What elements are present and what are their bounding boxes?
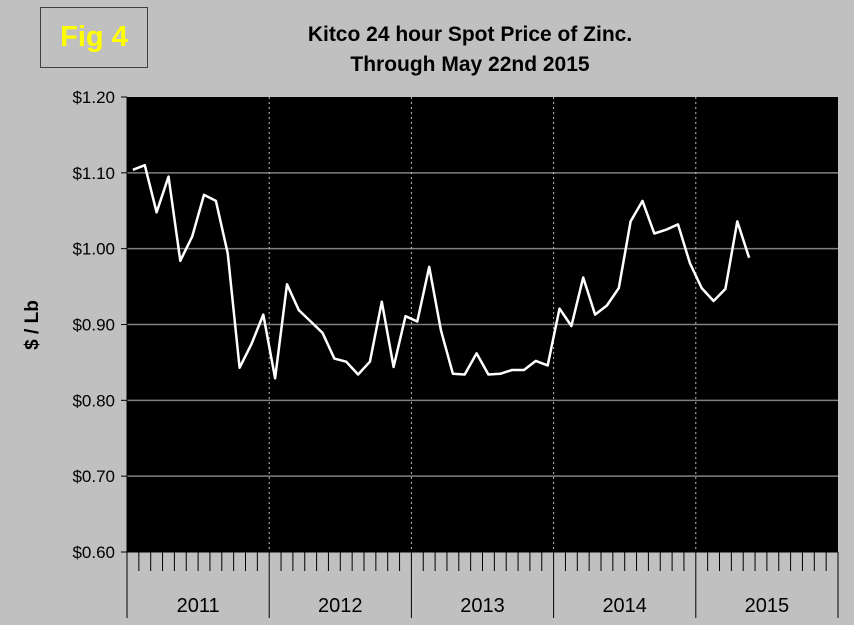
y-tick-label: $0.90 — [72, 316, 115, 335]
y-tick-label: $1.20 — [72, 88, 115, 107]
chart-title-line2: Through May 22nd 2015 — [350, 53, 590, 76]
y-tick-label: $0.80 — [72, 391, 115, 410]
chart-title-line1: Kitco 24 hour Spot Price of Zinc. — [307, 23, 633, 46]
y-tick-label: $1.00 — [72, 240, 115, 259]
chart-title: Kitco 24 hour Spot Price of Zinc. Throug… — [200, 20, 740, 80]
y-axis-label: $ / Lb — [22, 300, 43, 350]
y-tick-label: $1.10 — [72, 164, 115, 183]
x-group-label: 2011 — [177, 595, 220, 617]
y-tick-label: $0.60 — [72, 543, 115, 562]
price-line — [132, 163, 751, 380]
figure-label: Fig 4 — [40, 7, 148, 68]
x-group-label: 2012 — [318, 595, 363, 617]
x-group-label: 2015 — [745, 595, 790, 617]
x-group-label: 2013 — [460, 595, 505, 617]
x-group-label: 2014 — [602, 595, 647, 617]
y-tick-label: $0.70 — [72, 467, 115, 486]
